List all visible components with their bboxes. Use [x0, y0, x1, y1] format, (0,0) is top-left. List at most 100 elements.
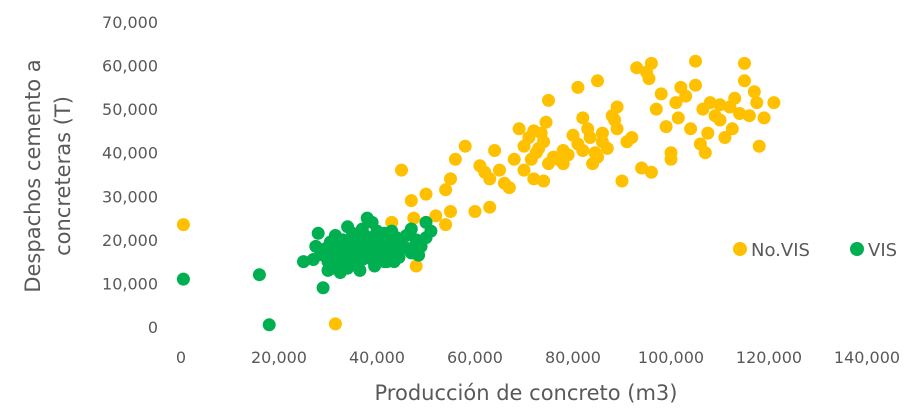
data-point [387, 255, 401, 269]
data-point [323, 246, 337, 260]
data-point [537, 135, 551, 149]
data-point [377, 255, 391, 269]
data-point [610, 100, 624, 114]
data-point [429, 209, 443, 223]
data-point [610, 122, 624, 136]
data-point [642, 72, 656, 86]
data-point [409, 259, 423, 273]
data-point [483, 200, 497, 214]
data-point [458, 139, 472, 153]
data-point [512, 122, 526, 136]
data-point [468, 205, 482, 218]
data-point [625, 131, 639, 144]
data-point [747, 85, 761, 99]
data-points [176, 54, 781, 332]
y-tick-label: 40,000 [102, 144, 158, 163]
legend-label-no-vis: No.VIS [751, 240, 810, 261]
data-point [419, 187, 433, 201]
x-tick-label: 20,000 [251, 348, 307, 367]
data-point [358, 229, 372, 242]
data-point [537, 174, 551, 188]
data-point [439, 218, 453, 232]
legend-marker-no-vis [733, 242, 747, 256]
data-point [316, 281, 330, 295]
x-tick-label: 120,000 [736, 348, 802, 367]
data-point [539, 115, 553, 129]
x-tick-label: 140,000 [834, 348, 900, 367]
x-tick-label: 40,000 [349, 348, 405, 367]
data-point [448, 152, 462, 166]
data-point [252, 268, 266, 282]
data-point [444, 172, 457, 186]
data-point [644, 165, 658, 179]
data-point [738, 74, 751, 88]
series-vis [176, 211, 438, 332]
data-point [671, 111, 685, 125]
data-point [733, 107, 747, 120]
data-point [664, 152, 678, 166]
data-point [576, 111, 590, 125]
data-point [382, 231, 396, 245]
data-point [583, 131, 597, 144]
legend-item-vis[interactable]: VIS [850, 240, 897, 261]
data-point [439, 183, 453, 197]
data-point [571, 80, 585, 94]
data-point [630, 61, 644, 75]
data-point [701, 126, 715, 140]
y-axis-title: Despachos cemento a concreteras (T) [21, 59, 75, 292]
data-point [412, 248, 426, 262]
data-point [404, 222, 418, 236]
data-point [742, 109, 756, 123]
data-point [176, 218, 190, 232]
series-no-vis [176, 54, 781, 331]
data-point [713, 98, 727, 112]
data-point [679, 89, 693, 103]
data-point [311, 226, 325, 240]
y-tick-label: 0 [148, 318, 158, 337]
y-tick-label: 10,000 [102, 274, 158, 293]
data-point [561, 148, 575, 162]
data-point [576, 144, 590, 157]
data-point [483, 172, 497, 186]
data-point [725, 122, 739, 136]
legend-item-no-vis[interactable]: No.VIS [733, 240, 810, 261]
data-point [353, 263, 367, 277]
data-point [728, 91, 742, 105]
data-point [659, 120, 673, 134]
y-axis-ticks: 0 10,000 20,000 30,000 40,000 50,000 60,000 70,… [102, 13, 158, 337]
x-tick-label: 80,000 [545, 348, 601, 367]
data-point [444, 205, 457, 218]
data-point [635, 161, 649, 175]
data-point [348, 235, 362, 249]
data-point [644, 56, 658, 70]
data-point [404, 194, 418, 208]
data-point [750, 96, 764, 110]
data-point [488, 144, 502, 157]
data-point [507, 152, 521, 166]
y-tick-label: 50,000 [102, 100, 158, 119]
data-point [493, 163, 506, 177]
data-point [262, 318, 276, 332]
data-point [363, 242, 377, 256]
data-point [654, 87, 668, 101]
data-point [738, 56, 751, 70]
data-point [424, 224, 438, 238]
data-point [698, 146, 712, 160]
x-tick-label: 0 [176, 348, 186, 367]
data-point [309, 239, 323, 253]
data-point [328, 317, 342, 331]
data-point [669, 96, 683, 110]
data-point [392, 244, 406, 258]
data-point [767, 96, 781, 110]
data-point [306, 253, 320, 266]
data-point [689, 78, 702, 92]
legend-marker-vis [850, 242, 864, 256]
data-point [373, 237, 386, 251]
data-point [718, 131, 732, 144]
data-point [591, 150, 604, 164]
data-point [684, 122, 698, 136]
y-axis-title-line-1: Despachos cemento a [21, 59, 45, 292]
data-point [297, 255, 310, 269]
data-point [757, 111, 771, 125]
y-tick-label: 30,000 [102, 187, 158, 206]
